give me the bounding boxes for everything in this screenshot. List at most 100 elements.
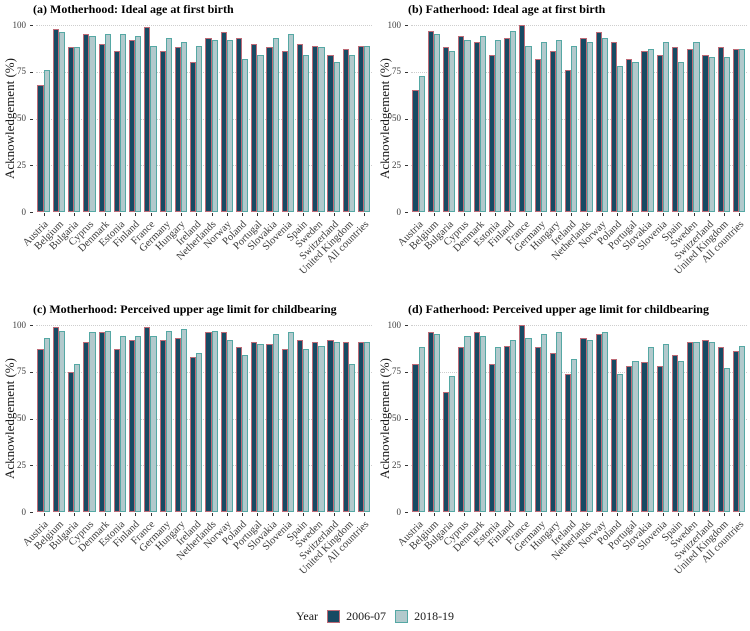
x-tick-mark — [150, 213, 152, 216]
y-tick-label: 25 — [392, 159, 401, 170]
y-axis-ticks: 0 25 50 75 100 — [375, 320, 409, 517]
panel-c-motherhood-upper-limit: (c) Motherhood: Perceived upper age limi… — [0, 300, 375, 600]
bar-group — [472, 325, 487, 512]
bar-2006-07 — [129, 39, 136, 212]
bar-group — [564, 325, 579, 512]
x-tick-mark — [540, 513, 542, 516]
bar-2018-19 — [181, 41, 188, 212]
x-tick-mark — [364, 513, 366, 516]
bar-2006-07 — [67, 47, 75, 212]
bar-2018-19 — [303, 349, 310, 512]
bar-2006-07 — [327, 339, 334, 512]
bar-2018-19 — [89, 332, 96, 512]
x-tick-mark — [211, 213, 213, 216]
bar-2006-07 — [220, 32, 227, 212]
x-tick-mark — [104, 213, 106, 216]
bar-2018-19 — [364, 45, 371, 212]
bar-2006-07 — [159, 339, 166, 512]
y-tick-label: 100 — [12, 319, 27, 330]
y-tick-mark — [30, 512, 33, 513]
x-tick-mark — [525, 213, 527, 216]
bar-2018-19 — [211, 39, 218, 212]
bar-2018-19 — [287, 34, 295, 212]
x-axis-ticks — [36, 212, 372, 217]
bar-2006-07 — [358, 45, 365, 212]
bar-2006-07 — [83, 34, 90, 212]
bar-group — [411, 25, 426, 212]
x-tick-mark — [303, 513, 305, 516]
x-axis-labels: Austria Belgium Bulgaria Cyprus Denmark Eston… — [396, 219, 747, 299]
bar-group — [204, 25, 219, 212]
x-tick-mark — [693, 513, 695, 516]
bar-2018-19 — [89, 36, 96, 212]
bar-group — [341, 25, 356, 212]
x-tick-mark — [449, 513, 451, 516]
bar-2018-19 — [43, 69, 50, 212]
bar-2006-07 — [281, 51, 288, 212]
gridline-75 — [36, 371, 372, 373]
x-tick-mark — [181, 513, 183, 516]
bar-group — [716, 25, 731, 212]
bar-group — [67, 325, 82, 512]
x-tick-mark — [464, 213, 466, 216]
y-tick-mark — [405, 212, 408, 213]
bar-2006-07 — [610, 41, 618, 212]
bar-group — [564, 25, 579, 212]
x-tick-mark — [288, 513, 289, 516]
y-tick-label: 50 — [17, 413, 26, 423]
bar-2018-19 — [586, 339, 593, 512]
bar-group — [716, 325, 731, 512]
bar-2006-07 — [67, 371, 75, 512]
bar-2006-07 — [296, 43, 304, 212]
bar-2006-07 — [488, 364, 495, 512]
gridline-100 — [411, 325, 747, 326]
bar-2006-07 — [342, 341, 349, 512]
gridline-75 — [36, 71, 372, 73]
bar-2018-19 — [632, 62, 639, 212]
bar-group — [265, 25, 280, 212]
bar-group — [701, 25, 716, 212]
legend-label-2006-07: 2006-07 — [346, 609, 387, 623]
x-tick-mark — [739, 513, 741, 516]
bar-2006-07 — [235, 347, 243, 512]
x-tick-mark — [333, 513, 335, 516]
y-tick-label: 0 — [396, 206, 402, 217]
bar-2006-07 — [626, 58, 633, 212]
bar-2006-07 — [549, 353, 557, 512]
bar-2018-19 — [242, 354, 249, 512]
bar-2006-07 — [205, 38, 212, 212]
x-tick-mark — [724, 513, 726, 516]
bar-2006-07 — [534, 347, 541, 512]
bar-2006-07 — [113, 51, 120, 212]
bar-2018-19 — [211, 330, 218, 512]
gridline-25 — [411, 165, 747, 167]
x-axis-ticks — [36, 512, 372, 517]
bar-2006-07 — [144, 326, 151, 512]
bar-2018-19 — [135, 36, 142, 212]
bar-group — [143, 25, 158, 212]
x-tick-mark — [617, 513, 619, 516]
bar-group — [173, 25, 188, 212]
x-tick-mark — [708, 513, 710, 516]
panel-b-fatherhood-ideal-age: (b) Fatherhood: Ideal age at first birth… — [375, 0, 750, 300]
bar-group — [487, 325, 502, 512]
bar-2018-19 — [433, 34, 441, 212]
bar-2018-19 — [348, 364, 356, 512]
bar-2018-19 — [479, 36, 486, 212]
y-tick-label: 25 — [392, 459, 401, 470]
x-tick-mark — [632, 213, 634, 216]
bar-2006-07 — [595, 32, 602, 212]
bar-2018-19 — [601, 332, 608, 512]
x-axis-ticks — [411, 512, 747, 517]
bar-2018-19 — [494, 39, 502, 212]
bar-2006-07 — [733, 49, 740, 212]
bar-2018-19 — [647, 49, 654, 212]
bar-2006-07 — [159, 51, 166, 212]
bar-2018-19 — [510, 339, 517, 512]
bar-group — [732, 325, 747, 512]
x-tick-mark — [663, 213, 664, 216]
bar-group — [219, 325, 234, 512]
legend-key-2006-07-swatch — [327, 610, 341, 623]
y-tick-label: 100 — [387, 19, 402, 30]
bar-2006-07 — [641, 362, 648, 512]
